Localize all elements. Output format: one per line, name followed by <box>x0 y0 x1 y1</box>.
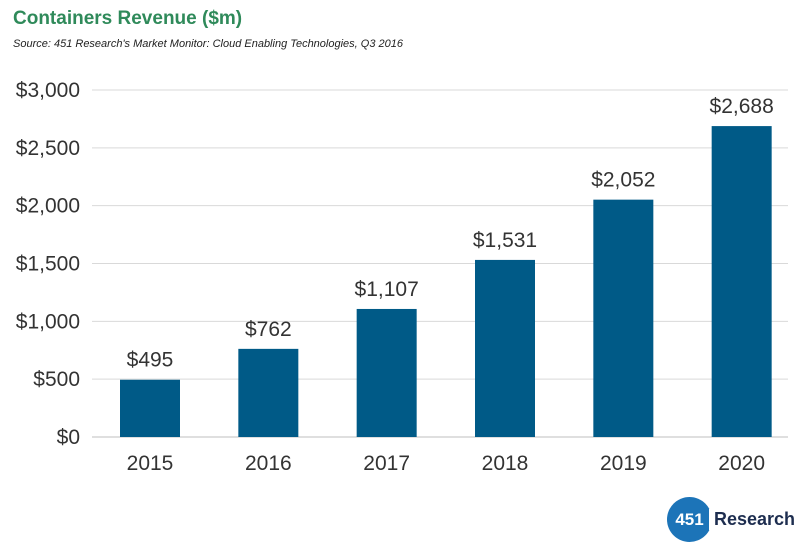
logo-text: Research <box>709 509 796 530</box>
chart-title: Containers Revenue ($m) <box>13 8 243 29</box>
data-label: $2,688 <box>710 95 774 118</box>
x-tick-label: 2017 <box>363 452 410 475</box>
x-tick-label: 2020 <box>718 452 765 475</box>
bar <box>120 379 180 437</box>
x-tick-label: 2019 <box>600 452 647 475</box>
x-tick-label: 2016 <box>245 452 292 475</box>
data-label: $495 <box>127 349 174 372</box>
x-tick-label: 2015 <box>127 452 174 475</box>
data-label: $1,107 <box>355 278 419 301</box>
data-label: $762 <box>245 318 292 341</box>
bar <box>475 259 535 437</box>
x-tick-label: 2018 <box>482 452 529 475</box>
y-tick-label: $3,000 <box>16 79 80 102</box>
bar <box>238 348 299 437</box>
y-tick-label: $2,500 <box>16 137 80 160</box>
data-label: $2,052 <box>591 169 655 192</box>
451-research-logo: 451 Research <box>667 497 796 542</box>
logo-mark: 451 <box>667 497 712 542</box>
data-label: $1,531 <box>473 229 537 252</box>
y-tick-label: $2,000 <box>16 195 80 218</box>
y-tick-label: $1,000 <box>16 310 80 333</box>
bar <box>711 126 772 437</box>
bar <box>356 308 417 437</box>
y-tick-label: $500 <box>33 368 80 391</box>
bar <box>593 199 654 437</box>
y-tick-label: $0 <box>57 426 80 449</box>
chart-source: Source: 451 Research's Market Monitor: C… <box>13 38 403 50</box>
y-tick-label: $1,500 <box>16 253 80 276</box>
